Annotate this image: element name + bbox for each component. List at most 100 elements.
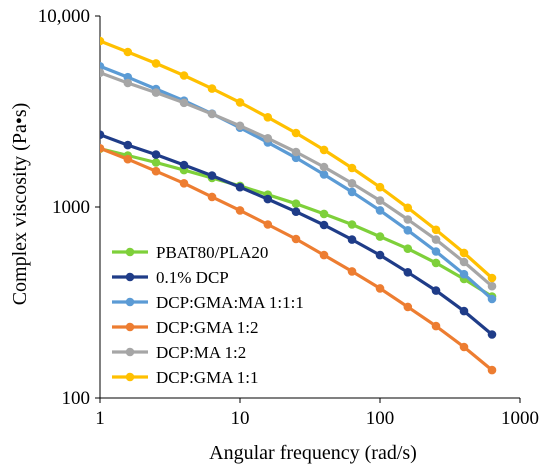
x-tick-label: 100 <box>366 408 395 429</box>
data-point <box>459 306 469 316</box>
data-point <box>100 36 105 46</box>
legend-label: DCP:GMA 1:2 <box>156 318 259 337</box>
data-point <box>151 158 161 167</box>
data-point <box>207 171 217 180</box>
series-dcp-ma-1-2 <box>100 68 497 291</box>
data-point <box>459 342 469 352</box>
data-point <box>431 225 441 235</box>
data-point <box>487 294 497 304</box>
data-point <box>100 68 105 77</box>
data-point <box>487 330 497 339</box>
legend-label: DCP:MA 1:2 <box>156 343 246 362</box>
data-point <box>291 128 301 138</box>
legend-swatch-marker <box>125 247 135 257</box>
legend-swatch-marker <box>125 347 135 357</box>
data-point <box>375 206 385 215</box>
data-point <box>123 78 133 88</box>
series-dcp-gma-1-1 <box>100 36 497 283</box>
data-point <box>235 98 245 107</box>
legend-item: DCP:GMA 1:2 <box>112 318 259 337</box>
data-point <box>291 147 301 157</box>
data-point <box>403 302 413 312</box>
legend-swatch-marker <box>125 322 135 332</box>
series-line <box>100 70 494 288</box>
data-point <box>100 144 105 153</box>
y-tick-label: 10,000 <box>38 6 90 27</box>
y-tick-label: 100 <box>62 388 91 409</box>
data-point <box>403 203 413 213</box>
data-point <box>347 179 357 188</box>
y-axis-title: Complex viscosity (Pa•s) <box>9 103 31 306</box>
data-point <box>347 267 357 276</box>
data-point <box>347 163 357 173</box>
data-point <box>263 194 273 204</box>
legend-label: 0.1% DCP <box>156 268 229 287</box>
axes: 1 10 100 1000 10,000 1000 100 <box>38 6 539 429</box>
data-point <box>291 199 301 208</box>
data-point <box>151 59 161 68</box>
series-line <box>100 132 494 336</box>
data-point <box>431 286 441 295</box>
legend-swatch-marker <box>125 272 135 282</box>
data-point <box>291 234 301 244</box>
data-point <box>151 166 161 176</box>
x-axis-title: Angular frequency (rad/s) <box>209 442 417 464</box>
legend-item: DCP:MA 1:2 <box>112 343 246 362</box>
data-point <box>319 220 329 230</box>
series-dcp-gma-1-2 <box>100 144 497 375</box>
data-point <box>375 250 385 260</box>
legend-label: DCP:GMA 1:1 <box>156 368 259 387</box>
data-point <box>151 150 161 159</box>
data-point <box>403 268 413 277</box>
data-point <box>151 88 161 97</box>
legend-item: DCP:GMA:MA 1:1:1 <box>112 293 304 312</box>
data-point <box>487 281 497 291</box>
data-point <box>403 215 413 224</box>
data-point <box>100 62 105 71</box>
legend: PBAT80/PLA20 0.1% DCP DCP:GMA:MA 1:1:1 DCP:… <box>112 243 304 387</box>
x-tick-label: 1 <box>95 408 105 429</box>
data-point <box>291 207 301 216</box>
x-tick-label: 1000 <box>501 408 539 429</box>
data-point <box>375 232 385 241</box>
data-point <box>123 47 133 57</box>
series-line <box>100 146 494 372</box>
data-point <box>319 162 329 172</box>
legend-label: PBAT80/PLA20 <box>156 243 268 262</box>
data-point <box>375 182 385 192</box>
legend-item: 0.1% DCP <box>112 268 229 287</box>
legend-item: DCP:GMA 1:1 <box>112 368 259 387</box>
data-point <box>403 244 413 253</box>
legend-label: DCP:GMA:MA 1:1:1 <box>156 293 304 312</box>
data-point <box>347 235 357 244</box>
data-point <box>347 187 357 197</box>
data-point <box>459 269 469 279</box>
y-tick-label: 1000 <box>52 197 90 218</box>
data-point <box>431 247 441 256</box>
data-point <box>179 71 189 80</box>
data-point <box>487 365 497 375</box>
data-point <box>487 273 497 283</box>
data-point <box>431 321 441 331</box>
legend-swatch-marker <box>125 297 135 307</box>
series-line <box>100 39 494 280</box>
data-point <box>263 134 273 143</box>
data-point <box>207 84 217 93</box>
legend-swatch-marker <box>125 372 135 382</box>
series-line <box>100 146 493 298</box>
x-tick-label: 10 <box>231 408 250 429</box>
series-0-1-dcp <box>100 130 497 339</box>
data-point <box>431 235 441 244</box>
data-point <box>459 257 469 267</box>
data-point <box>319 209 329 219</box>
data-point <box>263 113 273 122</box>
data-point <box>319 170 329 179</box>
data-point <box>319 250 329 260</box>
data-point <box>375 284 385 293</box>
data-point <box>235 121 245 131</box>
legend-item: PBAT80/PLA20 <box>112 243 268 262</box>
data-point <box>179 179 189 188</box>
data-point <box>263 220 273 229</box>
